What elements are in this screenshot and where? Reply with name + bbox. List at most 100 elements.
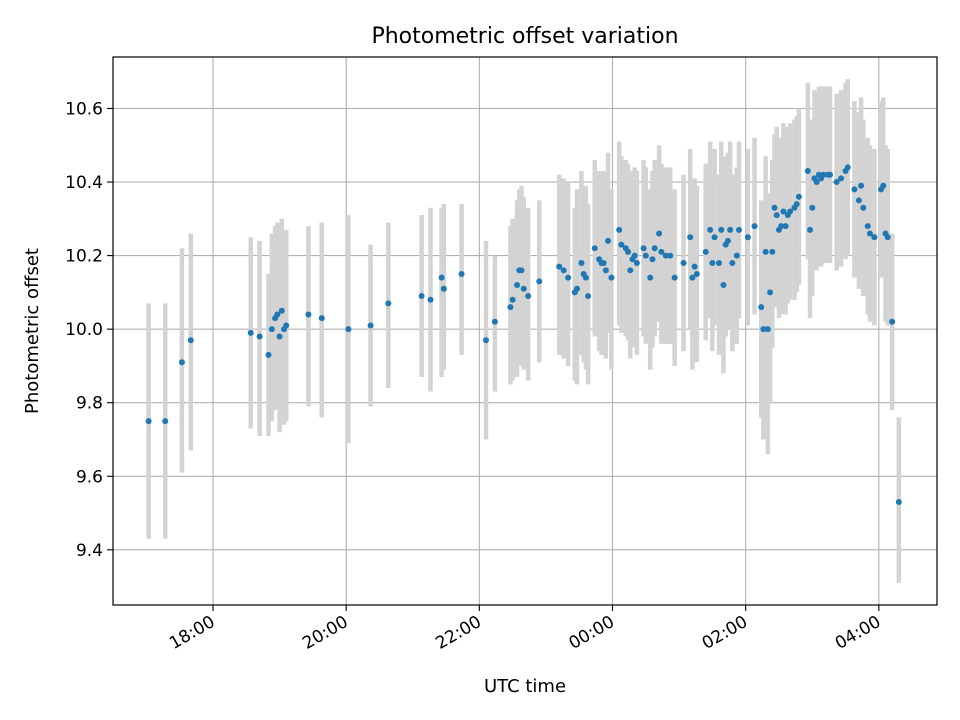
data-point xyxy=(827,171,834,178)
data-point xyxy=(718,226,725,233)
data-point xyxy=(605,237,612,244)
data-point xyxy=(418,293,425,300)
y-tick-label: 9.4 xyxy=(76,541,103,561)
data-point xyxy=(744,234,751,241)
data-point xyxy=(625,248,632,255)
y-tick-label: 10.0 xyxy=(65,320,103,340)
data-point xyxy=(274,311,281,318)
data-point xyxy=(838,175,845,182)
data-point xyxy=(880,182,887,189)
data-point xyxy=(751,223,758,230)
data-point xyxy=(680,259,687,266)
data-point xyxy=(345,326,352,333)
data-point xyxy=(773,212,780,219)
data-point xyxy=(702,248,709,255)
data-point xyxy=(458,270,465,277)
data-point xyxy=(844,164,851,171)
data-point xyxy=(556,263,563,270)
data-point xyxy=(647,274,654,281)
data-point xyxy=(591,245,598,252)
data-point xyxy=(520,285,527,292)
data-point xyxy=(716,259,723,266)
data-point xyxy=(560,267,567,274)
plot-frame xyxy=(112,56,938,606)
data-point xyxy=(667,252,674,259)
data-point xyxy=(640,245,647,252)
data-point xyxy=(283,322,290,329)
data-point xyxy=(247,329,254,336)
data-point xyxy=(256,333,263,340)
data-point xyxy=(687,234,694,241)
data-point xyxy=(187,337,194,344)
data-point xyxy=(608,274,615,281)
data-point xyxy=(578,259,585,266)
data-point xyxy=(616,226,623,233)
data-point xyxy=(440,285,447,292)
data-point xyxy=(793,201,800,208)
data-point xyxy=(585,293,592,300)
y-tick-label: 9.6 xyxy=(76,467,103,487)
data-point xyxy=(651,245,658,252)
data-point xyxy=(509,296,516,303)
data-point xyxy=(809,204,816,211)
data-point xyxy=(602,267,609,274)
data-point xyxy=(276,333,283,340)
data-point xyxy=(833,179,840,186)
data-point xyxy=(482,337,489,344)
data-point xyxy=(764,326,771,333)
data-point xyxy=(866,230,873,237)
data-point xyxy=(804,168,811,175)
data-point xyxy=(649,256,656,263)
chart-title: Photometric offset variation xyxy=(371,24,678,49)
data-point xyxy=(813,179,820,186)
data-point xyxy=(265,351,272,358)
data-point xyxy=(693,270,700,277)
y-tick-label: 9.8 xyxy=(76,394,103,414)
data-point xyxy=(729,259,736,266)
data-point xyxy=(858,182,865,189)
data-point xyxy=(767,289,774,296)
data-point xyxy=(689,274,696,281)
data-point xyxy=(427,296,434,303)
data-point xyxy=(507,304,514,311)
data-point xyxy=(771,204,778,211)
data-point xyxy=(820,171,827,178)
data-point xyxy=(762,248,769,255)
data-point xyxy=(642,252,649,259)
data-point xyxy=(633,259,640,266)
data-point xyxy=(573,285,580,292)
data-point xyxy=(758,304,765,311)
data-point xyxy=(724,237,731,244)
data-point xyxy=(145,418,152,425)
data-point xyxy=(720,282,727,289)
data-point xyxy=(851,186,858,193)
data-point xyxy=(671,274,678,281)
data-point xyxy=(367,322,374,329)
data-point xyxy=(778,223,785,230)
y-tick-label: 10.6 xyxy=(65,99,103,119)
data-point xyxy=(618,241,625,248)
data-point xyxy=(514,282,521,289)
data-point xyxy=(691,263,698,270)
data-point xyxy=(582,274,589,281)
data-point xyxy=(318,315,325,322)
data-point xyxy=(780,208,787,215)
data-point xyxy=(711,234,718,241)
data-point xyxy=(787,208,794,215)
data-point xyxy=(760,326,767,333)
data-point xyxy=(733,252,740,259)
data-point xyxy=(518,267,525,274)
data-point xyxy=(727,226,734,233)
data-point xyxy=(627,267,634,274)
data-point xyxy=(385,300,392,307)
data-point xyxy=(525,293,532,300)
y-tick-label: 10.2 xyxy=(65,247,103,267)
data-point xyxy=(491,318,498,325)
data-point xyxy=(656,230,663,237)
data-point xyxy=(855,197,862,204)
x-axis-label: UTC time xyxy=(484,676,566,697)
data-point xyxy=(305,311,312,318)
data-point xyxy=(268,326,275,333)
data-point xyxy=(864,223,871,230)
